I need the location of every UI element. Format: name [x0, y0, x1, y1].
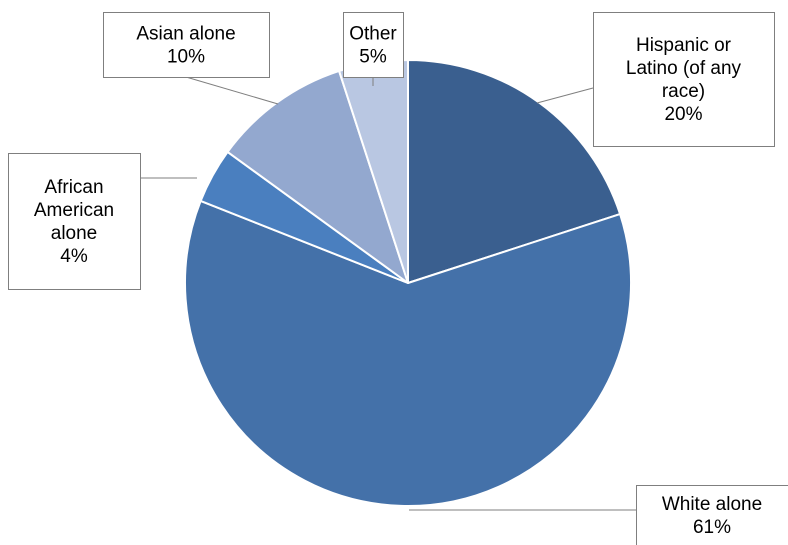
data-label-box [636, 485, 788, 545]
data-label-box [8, 153, 141, 290]
data-label-value: 5% [359, 46, 387, 67]
data-label-category: African [44, 177, 103, 198]
data-label-value: 20% [664, 104, 702, 125]
pie-slices [184, 59, 632, 507]
data-label-box [593, 12, 775, 147]
data-label-category: Asian alone [136, 23, 235, 44]
data-label-category: Hispanic or [636, 35, 732, 56]
data-label-category: Other [349, 23, 397, 44]
pie-slice-asian-alone [226, 69, 409, 284]
leader-lines [140, 76, 636, 511]
data-label-category: race) [662, 81, 705, 102]
leader-line-hispanic-or-latino-of-any-race [536, 87, 594, 104]
data-label-category: White alone [662, 494, 762, 515]
data-label-value: 10% [167, 46, 205, 67]
leader-line-asian-alone [185, 76, 279, 105]
pie-slice-white-alone [184, 199, 632, 507]
data-label-value: 61% [693, 517, 731, 538]
data-label-category: Latino (of any [626, 58, 742, 79]
data-label-category: alone [51, 223, 98, 244]
data-label-value: 4% [60, 246, 88, 267]
data-label-box [343, 12, 404, 78]
data-label-box [103, 12, 270, 78]
data-label-category: American [34, 200, 114, 221]
